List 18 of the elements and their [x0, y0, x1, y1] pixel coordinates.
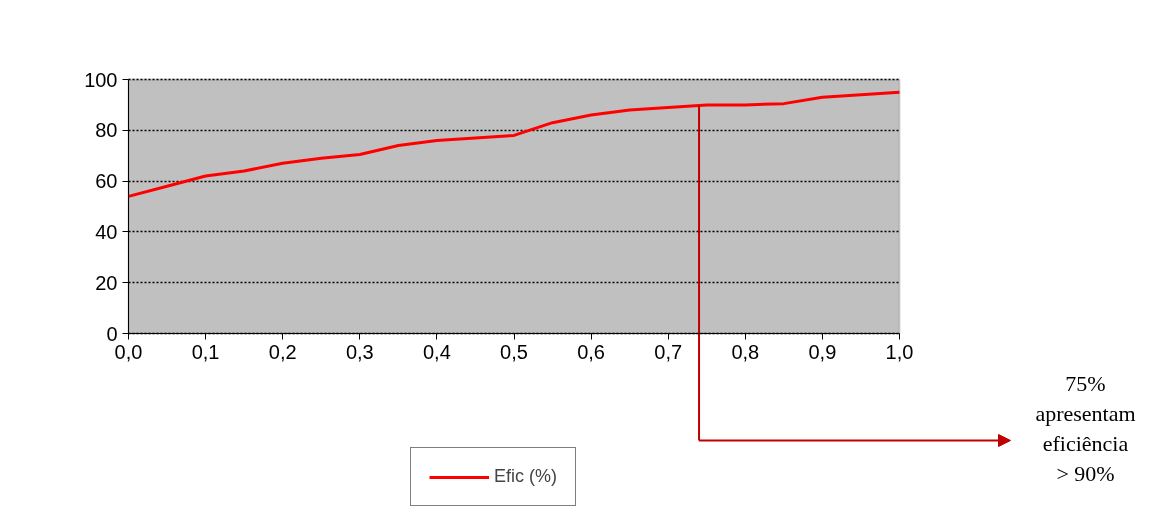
x-tick-label: 0,1	[191, 340, 220, 363]
text: 75% apresentam eficiência > 90%	[1035, 370, 1136, 486]
y-tick-label: 20	[95, 271, 118, 294]
x-tick-label: 0,2	[268, 340, 297, 363]
y-tick-label: 100	[84, 68, 118, 91]
y-tick-label: 80	[95, 119, 118, 142]
x-tick-label: 0,8	[731, 340, 760, 363]
legend-label: Efic (%)	[494, 466, 557, 487]
x-tick-label: 0,7	[654, 340, 683, 363]
x-tick-label: 0,5	[500, 340, 528, 363]
x-tick-label: 0,9	[808, 340, 837, 363]
line-series	[127, 90, 901, 198]
y-tick-label: 40	[95, 220, 118, 243]
x-tick-label: 1,0	[885, 340, 914, 363]
x-tick-label: 0,6	[577, 340, 606, 363]
x-tick-label: 0,4	[423, 340, 451, 363]
y-tick-label: 60	[95, 170, 118, 193]
x-tick-label: 0,3	[345, 340, 374, 363]
